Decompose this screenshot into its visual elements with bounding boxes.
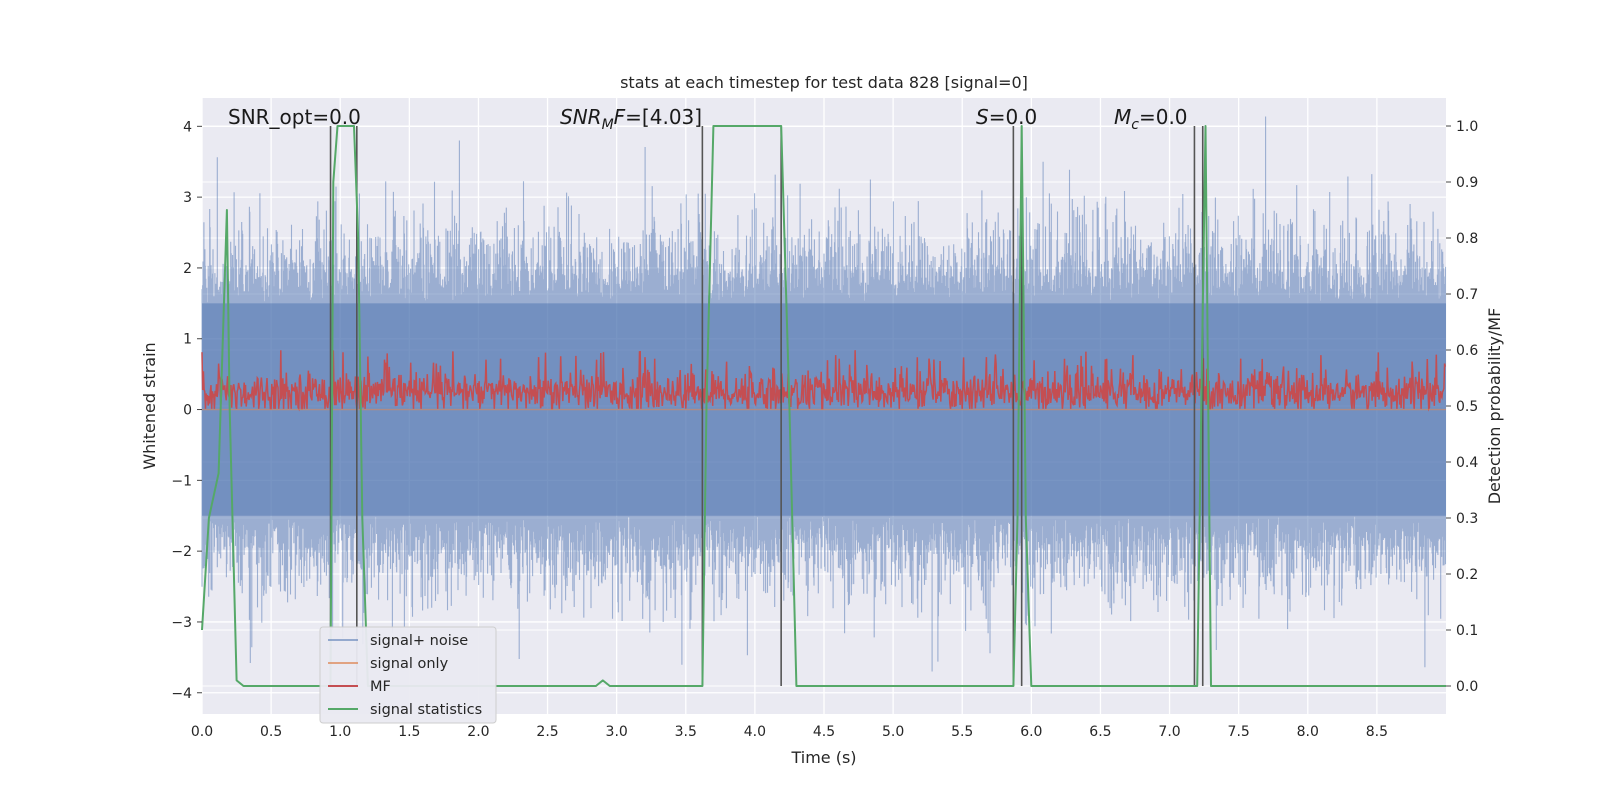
y2-tick-label: 0.2 [1456, 567, 1478, 583]
y-tick-label: −4 [171, 686, 192, 702]
x-axis-label: Time (s) [790, 748, 856, 767]
legend-label-signal-only: signal only [370, 656, 449, 672]
y2-tick-label: 0.9 [1456, 175, 1478, 191]
y2-tick-label: 1.0 [1456, 119, 1478, 135]
y-tick-label: −1 [171, 473, 192, 489]
y2-tick-label: 0.1 [1456, 623, 1478, 639]
x-tick-label: 0.5 [260, 724, 282, 740]
x-tick-label: 4.0 [744, 724, 766, 740]
x-tick-label: 5.0 [882, 724, 904, 740]
y-tick-label: 4 [183, 119, 192, 135]
mf-series [201, 350, 1447, 412]
annotation-snr-opt: SNR_opt=0.0 [228, 105, 361, 129]
y2-tick-label: 0.3 [1456, 511, 1478, 527]
x-tick-label: 3.5 [675, 724, 697, 740]
x-tick-label: 2.5 [536, 724, 558, 740]
y2-tick-label: 0.7 [1456, 287, 1478, 303]
legend-label-signal-statistics: signal statistics [370, 702, 482, 718]
y2-tick-label: 0.0 [1456, 679, 1478, 695]
x-tick-label: 7.5 [1228, 724, 1250, 740]
legend-item-signal-only: signal only [328, 656, 449, 672]
legend-item-mf: MF [328, 679, 391, 695]
vertical-markers [329, 126, 1204, 686]
y2-tick-label: 0.6 [1456, 343, 1478, 359]
y-tick-label: −3 [171, 615, 192, 631]
x-tick-label: 1.0 [329, 724, 351, 740]
chart-title: stats at each timestep for test data 828… [620, 73, 1028, 92]
legend-item-signal-statistics: signal statistics [328, 702, 482, 718]
y2-tick-label: 0.8 [1456, 231, 1478, 247]
y-axis-label: Whitened strain [140, 342, 159, 469]
mf-line [201, 350, 1447, 412]
legend: signal+ noise signal only MF signal stat… [319, 626, 497, 724]
x-tick-label: 5.5 [951, 724, 973, 740]
legend-label-mf: MF [370, 679, 391, 695]
x-tick-label: 6.5 [1089, 724, 1111, 740]
y-tick-label: 3 [183, 190, 192, 206]
y2-tick-label: 0.4 [1456, 455, 1478, 471]
annotation-s: S=0.0 [976, 105, 1037, 129]
x-tick-label: 1.5 [398, 724, 420, 740]
y2-axis-label: Detection probability/MF [1485, 308, 1504, 505]
legend-label-signal-noise: signal+ noise [370, 633, 468, 649]
legend-item-signal-noise: signal+ noise [328, 633, 468, 649]
x-tick-label: 7.0 [1158, 724, 1180, 740]
x-tick-label: 4.5 [813, 724, 835, 740]
x-tick-label: 2.0 [467, 724, 489, 740]
y-tick-label: −2 [171, 544, 192, 560]
annotation-mc: Mc=0.0 [1114, 105, 1188, 133]
x-tick-label: 6.0 [1020, 724, 1042, 740]
legend-box [319, 626, 497, 724]
x-tick-label: 8.5 [1366, 724, 1388, 740]
y2-tick-label: 0.5 [1456, 399, 1478, 415]
annotation-snr-mf: SNRMF=[4.03] [560, 105, 702, 133]
x-tick-label: 8.0 [1297, 724, 1319, 740]
y-tick-label: 1 [183, 332, 192, 348]
ticks: 0.0 0.5 1.0 1.5 2.0 2.5 3.0 3.5 4.0 4.5 5.0 5.5 6.0 6… [171, 119, 1478, 740]
annotations: SNR_opt=0.0 SNRMF=[4.03] S=0.0 Mc=0.0 [228, 105, 1188, 133]
y-tick-label: 2 [183, 261, 192, 277]
y-tick-label: 0 [183, 403, 192, 419]
x-tick-label: 3.0 [606, 724, 628, 740]
x-tick-label: 0.0 [191, 724, 213, 740]
